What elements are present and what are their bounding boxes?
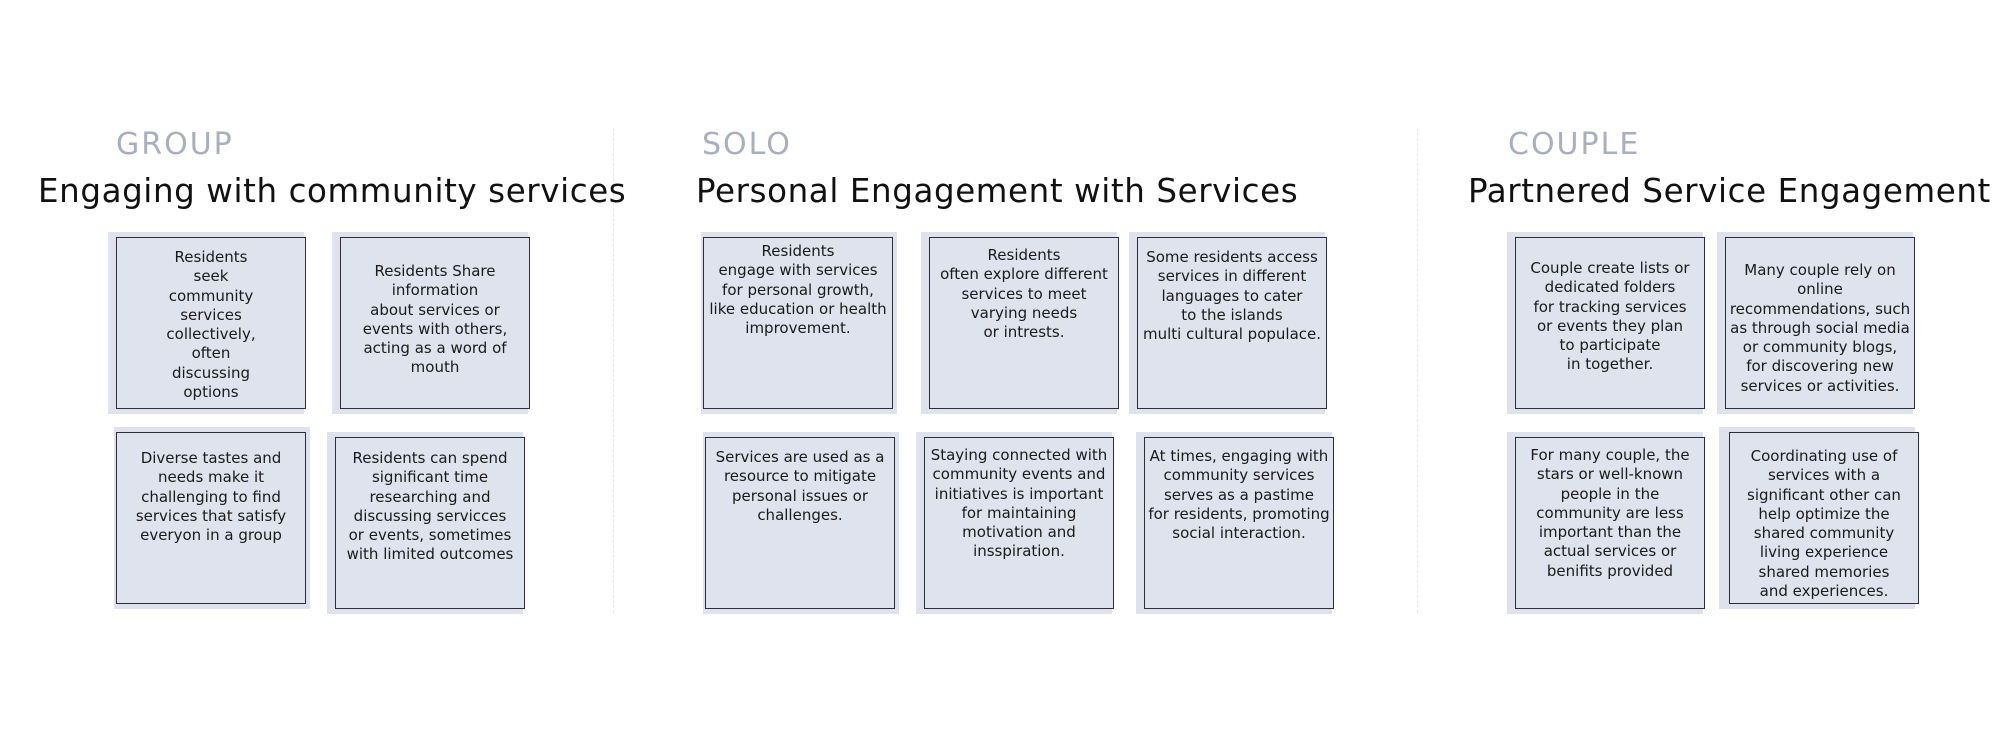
sticky-note-text: Residents can spend significant time res… bbox=[335, 437, 525, 609]
sticky-note: Residents can spend significant time res… bbox=[327, 432, 527, 614]
divider-left bbox=[613, 128, 614, 613]
sticky-note: For many couple, the stars or well-known… bbox=[1507, 432, 1707, 614]
sticky-note-text: Couple create lists or dedicated folders… bbox=[1515, 237, 1705, 409]
sticky-note-text: Staying connected with community events … bbox=[924, 437, 1114, 609]
sticky-note: Residents often explore different servic… bbox=[921, 232, 1121, 414]
sticky-note-text: At times, engaging with community servic… bbox=[1144, 437, 1334, 609]
section-kicker: SOLO bbox=[702, 127, 792, 162]
section-kicker: GROUP bbox=[116, 127, 234, 162]
sticky-note-text: Many couple rely on online recommendatio… bbox=[1725, 237, 1915, 409]
sticky-note-text: Residents engage with services for perso… bbox=[703, 237, 893, 409]
sticky-note: Diverse tastes and needs make it challen… bbox=[114, 427, 310, 609]
sticky-note: Services are used as a resource to mitig… bbox=[703, 432, 899, 614]
divider-right bbox=[1417, 128, 1418, 613]
sticky-note: Staying connected with community events … bbox=[916, 432, 1116, 614]
sticky-note: Many couple rely on online recommendatio… bbox=[1717, 232, 1917, 414]
section-title: Partnered Service Engagement bbox=[1468, 172, 1991, 210]
sticky-note: Residents seek community services collec… bbox=[108, 232, 308, 414]
section-kicker: COUPLE bbox=[1508, 127, 1641, 162]
sticky-note-text: Residents seek community services collec… bbox=[116, 237, 306, 409]
sticky-note: Some residents access services in differ… bbox=[1129, 232, 1329, 414]
section-title: Engaging with community services bbox=[38, 172, 627, 210]
sticky-note-text: Some residents access services in differ… bbox=[1137, 237, 1327, 409]
sticky-note: Couple create lists or dedicated folders… bbox=[1507, 232, 1707, 414]
sticky-note-text: For many couple, the stars or well-known… bbox=[1515, 437, 1705, 609]
sticky-note: Residents Share information about servic… bbox=[332, 232, 532, 414]
sticky-note-text: Residents Share information about servic… bbox=[340, 237, 530, 409]
sticky-note-text: Diverse tastes and needs make it challen… bbox=[116, 432, 306, 604]
section-title: Personal Engagement with Services bbox=[696, 172, 1299, 210]
sticky-note-text: Services are used as a resource to mitig… bbox=[705, 437, 895, 609]
sticky-note: At times, engaging with community servic… bbox=[1136, 432, 1336, 614]
sticky-note-text: Residents often explore different servic… bbox=[929, 237, 1119, 409]
sticky-note-text: Coordinating use of services with a sign… bbox=[1729, 432, 1919, 604]
sticky-note: Residents engage with services for perso… bbox=[701, 232, 897, 414]
sticky-note: Coordinating use of services with a sign… bbox=[1719, 427, 1921, 609]
